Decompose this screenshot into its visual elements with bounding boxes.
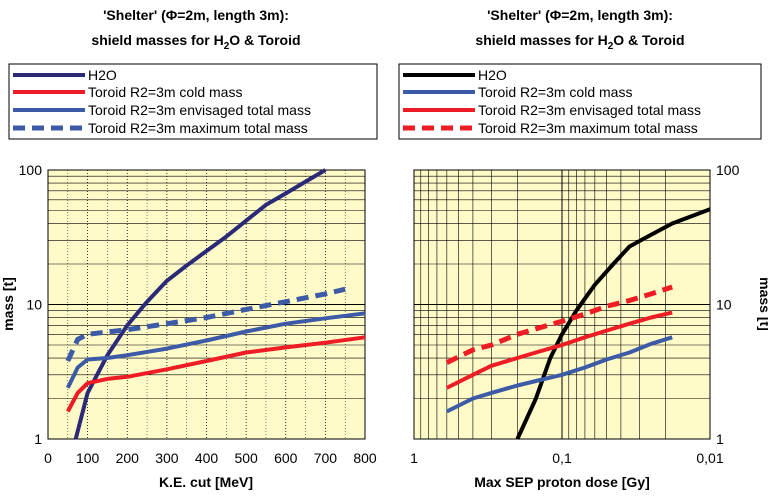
right-title-subscript: 2 xyxy=(608,41,614,52)
right-legend-label-3: Toroid R2=3m envisaged total mass xyxy=(478,102,701,118)
left-x-tick-label: 0 xyxy=(44,450,52,466)
left-tick-labels: 0 100 200 300 400 500 600 700 800 1 10 100 xyxy=(19,162,377,466)
left-title-part-a: shield masses for H xyxy=(91,32,223,48)
right-legend-label-2: Toroid R2=3m cold mass xyxy=(478,84,632,100)
right-x-axis-label: Max SEP proton dose [Gy] xyxy=(474,474,650,490)
left-x-tick-label: 200 xyxy=(116,450,140,466)
left-y-tick-label: 10 xyxy=(26,297,42,313)
right-x-tick-label: 1 xyxy=(410,450,418,466)
right-series-3-line xyxy=(445,310,673,390)
left-legend-label-2: Toroid R2=3m cold mass xyxy=(88,84,242,100)
right-y-tick-label: 10 xyxy=(716,297,732,313)
left-gridlines xyxy=(48,169,365,439)
right-chart-title-line2: shield masses for H2O & Toroid xyxy=(475,32,684,52)
right-tick-labels: 1 0,1 0,01 1 10 100 xyxy=(410,162,739,466)
right-series-4-line xyxy=(445,284,673,365)
left-legend-label-1: H2O xyxy=(88,67,117,83)
left-title-subscript: 2 xyxy=(224,41,230,52)
left-series-2-line xyxy=(66,335,366,413)
left-title-part-b: O & Toroid xyxy=(229,32,300,48)
right-title-part-b: O & Toroid xyxy=(613,32,684,48)
left-x-tick-label: 500 xyxy=(234,450,258,466)
left-series-lines xyxy=(65,168,366,440)
right-y-tick-label: 100 xyxy=(716,162,740,178)
left-legend-label-4: Toroid R2=3m maximum total mass xyxy=(88,120,308,136)
right-gridlines xyxy=(413,169,711,439)
right-legend-label-1: H2O xyxy=(478,67,507,83)
left-x-tick-label: 100 xyxy=(76,450,100,466)
left-chart-title-line1: 'Shelter' (Φ=2m, length 3m): xyxy=(103,7,289,23)
left-chart-title-line2: shield masses for H2O & Toroid xyxy=(91,32,300,52)
right-y-axis-label: mass [t] xyxy=(757,277,768,331)
left-legend-label-3: Toroid R2=3m envisaged total mass xyxy=(88,102,311,118)
left-y-axis-label: mass [t] xyxy=(0,277,16,331)
left-series-1-line xyxy=(73,168,327,440)
right-x-tick-label: 0,1 xyxy=(552,450,572,466)
right-y-tick-label: 1 xyxy=(716,431,724,447)
left-legend: H2O Toroid R2=3m cold mass Toroid R2=3m … xyxy=(8,63,378,140)
left-x-tick-label: 600 xyxy=(274,450,298,466)
right-legend: H2O Toroid R2=3m cold mass Toroid R2=3m … xyxy=(398,63,762,140)
right-title-part-a: shield masses for H xyxy=(475,32,607,48)
left-x-tick-label: 800 xyxy=(353,450,377,466)
left-x-tick-label: 400 xyxy=(195,450,219,466)
right-x-tick-label: 0,01 xyxy=(696,450,723,466)
left-x-tick-label: 700 xyxy=(314,450,338,466)
right-series-2-line xyxy=(445,335,673,414)
right-series-lines xyxy=(445,207,711,440)
right-legend-label-4: Toroid R2=3m maximum total mass xyxy=(478,120,698,136)
left-x-axis-label: K.E. cut [MeV] xyxy=(159,474,253,490)
left-y-tick-label: 1 xyxy=(34,431,42,447)
right-series-1-line xyxy=(515,207,711,440)
left-plot: 0 100 200 300 400 500 600 700 800 1 10 100 K.E. cut… xyxy=(0,162,377,490)
right-chart-title-line1: 'Shelter' (Φ=2m, length 3m): xyxy=(487,7,673,23)
left-y-tick-label: 100 xyxy=(19,162,43,178)
left-series-4-line xyxy=(65,286,346,363)
left-x-tick-label: 300 xyxy=(155,450,179,466)
left-series-3-line xyxy=(66,311,366,389)
